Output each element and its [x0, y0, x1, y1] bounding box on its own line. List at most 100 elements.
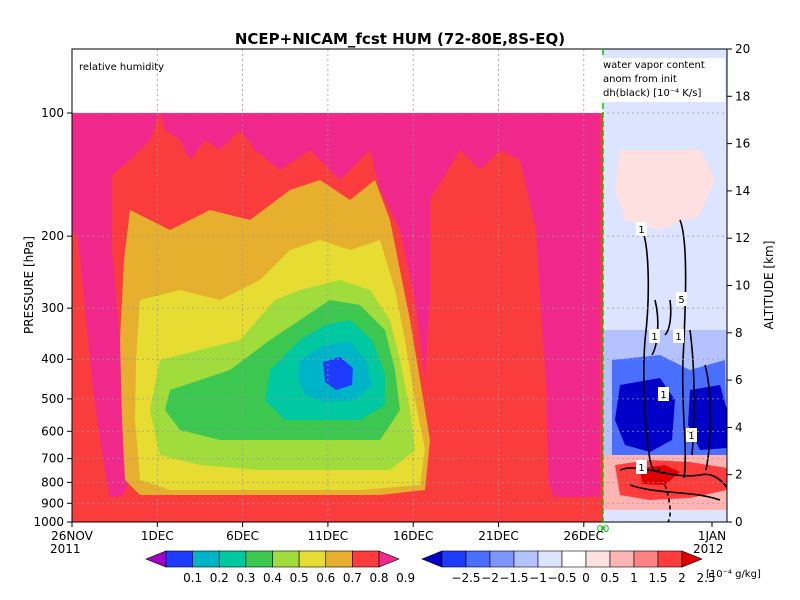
- altitude-tick-label-8: 16: [735, 137, 750, 151]
- left-panel-label: relative humidity: [79, 62, 164, 73]
- rh-colorbar-swatch-7: [325, 550, 353, 568]
- contour-label-bg-6: [636, 460, 647, 474]
- wv-colorbar-label-5: 0: [582, 571, 590, 585]
- altitude-tick-label-3: 6: [735, 373, 743, 387]
- wv-colorbar-label-2: −1.5: [499, 571, 528, 585]
- heating-contour-4: [679, 219, 687, 479]
- wv-colorbar-swatch-9: [633, 550, 659, 568]
- rh-colorbar-swatch-9: [378, 550, 400, 568]
- altitude-tick-label-5: 10: [735, 279, 750, 293]
- wv-colorbar-swatch-7: [585, 550, 611, 568]
- rh-colorbar-swatch-3: [218, 550, 247, 568]
- time-tick-label-4: 16DEC: [393, 529, 433, 543]
- pressure-tick-label-4: 500: [41, 392, 64, 406]
- contour-label-2: 5: [678, 295, 684, 306]
- chart-title: NCEP+NICAM_fcst HUM (72-80E,8S-EQ): [235, 30, 565, 48]
- time-axis: 26NOV 1DEC 6DEC 11DEC 16DEC 21DEC 26DEC 1JAN: [51, 522, 726, 543]
- rh-colorbar-label-6: 0.7: [343, 571, 362, 585]
- water-vapor-anomaly-panel: 1 1 5 1 1 1 1: [603, 49, 727, 522]
- contour-labels: 1 1 5 1 1 1 1: [636, 222, 697, 474]
- wv-colorbar-label-6: 0.5: [600, 571, 619, 585]
- wv-colorbar-swatch-10: [657, 550, 683, 568]
- contour-label-bg-4: [658, 387, 669, 401]
- heating-contours: [619, 219, 727, 522]
- altitude-tick-label-10: 20: [735, 42, 750, 56]
- heating-contour-3: [664, 299, 672, 336]
- heating-contour-6: [704, 364, 712, 471]
- time-tick-label-6: 26DEC: [564, 529, 604, 543]
- altitude-tick-label-2: 4: [735, 420, 743, 434]
- pressure-tick-label-7: 800: [41, 475, 64, 489]
- wv-negative-core-2: [688, 385, 727, 450]
- right-panel-label-line-1: water vapor content: [603, 60, 705, 71]
- time-tick-label-0: 26NOV: [51, 529, 93, 543]
- rh-colorbar-swatch-8: [352, 550, 380, 568]
- time-tick-label-right-0: 1JAN: [698, 529, 726, 543]
- rh-colorbar: 0.1 0.2 0.3 0.4 0.5 0.6 0.7 0.8 0.9: [145, 550, 415, 585]
- altitude-axis-title: ALTITUDE [km]: [762, 241, 776, 330]
- wv-colorbar-swatch-8: [609, 550, 635, 568]
- altitude-tick-label-0: 0: [735, 515, 743, 529]
- time-tick-label-5: 21DEC: [478, 529, 518, 543]
- wv-colorbar: −2.5 −2 −1.5 −1 −0.5 0 0.5 1 1.5 2 2.5: [421, 550, 716, 585]
- rh-colorbar-label-2: 0.3: [236, 571, 255, 585]
- time-tick-label-2: 6DEC: [226, 529, 259, 543]
- altitude-tick-label-1: 2: [735, 468, 743, 482]
- wv-colorbar-swatch-2: [465, 550, 491, 568]
- wv-colorbar-swatch-1: [441, 550, 467, 568]
- contour-label-5: 1: [688, 431, 694, 442]
- wv-colorbar-swatch-0: [421, 550, 443, 568]
- rh-colorbar-swatch-5: [272, 550, 300, 568]
- right-panel-label-bg: [600, 58, 725, 102]
- wv-colorbar-swatch-5: [537, 550, 563, 568]
- gridlines: [72, 49, 727, 522]
- rh-fill-0.9-left: [72, 113, 160, 500]
- rh-colorbar-swatch-2: [192, 550, 220, 568]
- wv-colorbar-swatch-3: [489, 550, 515, 568]
- wv-colorbar-label-1: −2: [481, 571, 499, 585]
- rh-colorbar-label-7: 0.8: [369, 571, 388, 585]
- contour-label-3: 1: [675, 332, 681, 343]
- pressure-tick-label-2: 300: [41, 301, 64, 315]
- time-tick-label-3: 11DEC: [308, 529, 348, 543]
- rh-colorbar-swatch-4: [245, 550, 273, 568]
- contour-label-bg-5: [686, 428, 697, 442]
- contour-label-0: 1: [638, 225, 644, 236]
- wv-colorbar-label-0: −2.5: [451, 571, 480, 585]
- year-start-label: 2011: [50, 542, 81, 556]
- right-panel-label-line-2: anom from init: [603, 74, 677, 85]
- pressure-tick-label-6: 700: [41, 452, 64, 466]
- rh-colorbar-label-4: 0.5: [290, 571, 309, 585]
- wv-colorbar-swatch-11: [681, 550, 703, 568]
- contour-label-bg-0: [636, 222, 647, 236]
- rh-colorbar-label-0: 0.1: [183, 571, 202, 585]
- contour-label-6: 1: [638, 463, 644, 474]
- altitude-tick-label-4: 8: [735, 326, 743, 340]
- wv-positive-upper: [615, 150, 715, 230]
- wv-colorbar-label-9: 2: [678, 571, 686, 585]
- wv-colorbar-label-7: 1: [630, 571, 638, 585]
- pressure-tick-label-8: 900: [41, 496, 64, 510]
- heating-contour-8: [629, 484, 721, 501]
- pressure-tick-label-0: 100: [41, 106, 64, 120]
- altitude-tick-label-9: 18: [735, 89, 750, 103]
- rh-field-contours: [72, 113, 603, 522]
- pressure-tick-label-3: 400: [41, 352, 64, 366]
- rh-colorbar-swatch-1: [165, 550, 193, 568]
- contour-label-bg-2: [676, 292, 687, 306]
- contour-label-bg-3: [673, 329, 684, 343]
- wv-colorbar-swatch-4: [513, 550, 539, 568]
- altitude-tick-label-7: 14: [735, 184, 750, 198]
- rh-colorbar-swatch-6: [298, 550, 327, 568]
- rh-near-surface-band: [72, 497, 603, 522]
- wv-colorbar-swatch-6: [561, 550, 587, 568]
- rh-colorbar-label-5: 0.6: [316, 571, 335, 585]
- contour-label-bg-1: [649, 329, 660, 343]
- pressure-tick-label-5: 600: [41, 424, 64, 438]
- altitude-axis: 0 2 4 6 8 10 12 14 16 18 20: [727, 42, 750, 529]
- rh-colorbar-label-8: 0.9: [396, 571, 415, 585]
- heating-contour-dashed: [664, 484, 671, 522]
- time-tick-label-1: 1DEC: [141, 529, 174, 543]
- wv-colorbar-unit: [10⁻⁴ g/kg]: [706, 569, 761, 580]
